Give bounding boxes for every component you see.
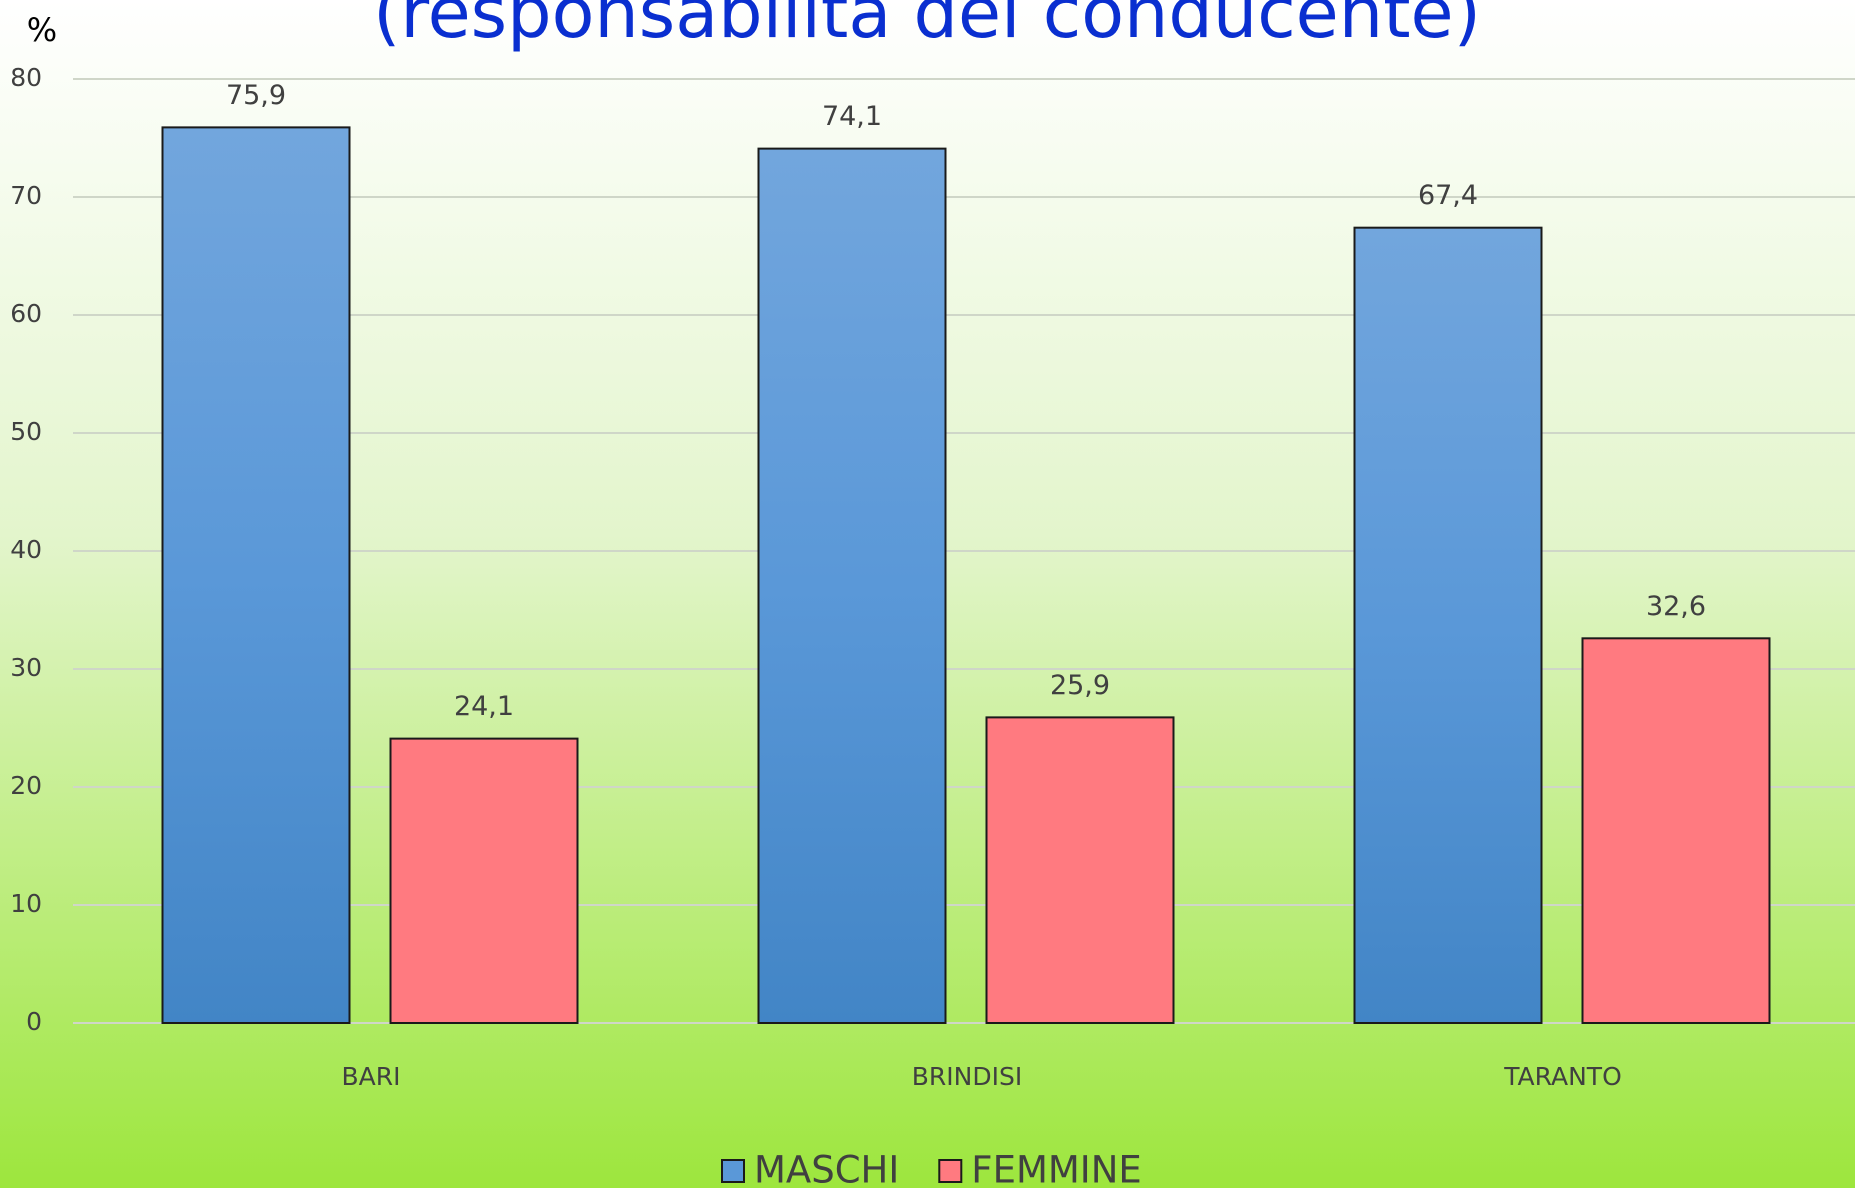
y-tick-label: 20 [10, 771, 42, 800]
y-tick-label: 0 [26, 1007, 42, 1036]
legend-swatch [721, 1159, 745, 1183]
x-tick-label: BRINDISI [912, 1062, 1022, 1091]
bar [1353, 226, 1543, 1024]
y-tick-label: 40 [10, 535, 42, 564]
y-tick-label: 50 [10, 417, 42, 446]
chart-title: (responsabilità del conducente) [373, 0, 1481, 54]
legend-label: FEMMINE [971, 1149, 1141, 1188]
bar [161, 126, 351, 1024]
x-tick-label: TARANTO [1503, 1062, 1622, 1091]
y-tick-label: 80 [10, 63, 42, 92]
y-tick-label: 10 [10, 889, 42, 918]
x-tick-label: BARI [342, 1062, 401, 1091]
y-tick-label: 60 [10, 299, 42, 328]
bar [389, 737, 579, 1024]
value-label: 24,1 [454, 691, 514, 722]
value-label: 25,9 [1050, 670, 1110, 701]
bar [1581, 637, 1771, 1024]
y-axis-label: % [27, 11, 57, 49]
value-label: 67,4 [1418, 180, 1478, 211]
value-label: 32,6 [1646, 591, 1706, 622]
legend-swatch [938, 1159, 963, 1183]
bar [985, 716, 1175, 1024]
y-tick-label: 30 [10, 653, 42, 682]
value-label: 75,9 [226, 80, 286, 111]
value-label: 74,1 [822, 101, 882, 132]
bar [757, 147, 947, 1024]
legend-label: MASCHI [754, 1149, 899, 1188]
y-tick-label: 70 [10, 181, 42, 210]
